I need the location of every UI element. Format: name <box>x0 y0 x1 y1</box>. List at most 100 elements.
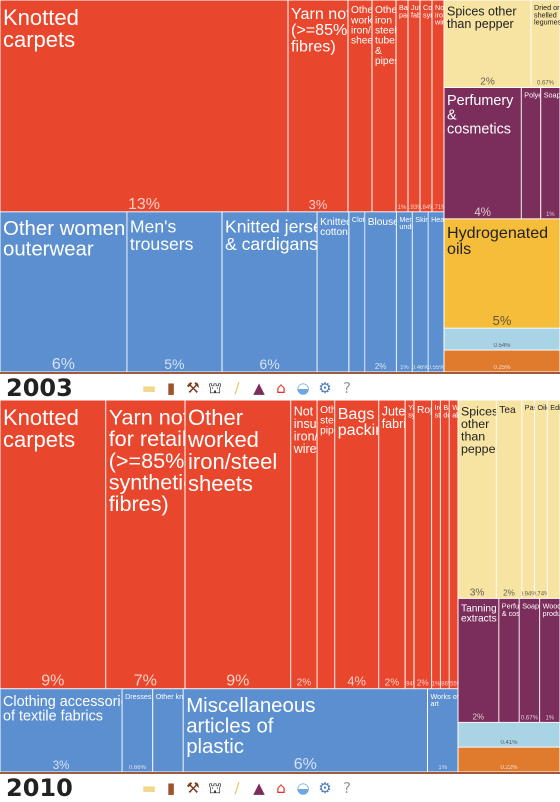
treemap-cell-percent: 2% <box>375 362 387 371</box>
mining-tools-icon[interactable]: ⚒ <box>184 379 202 397</box>
textiles-icon[interactable]: ∕ <box>228 379 246 397</box>
treemap-cell-percent: 0.41% <box>500 740 518 746</box>
treemap-cell-percent: 6% <box>52 356 75 372</box>
oil-derrick-icon[interactable]: ⛫ <box>206 779 224 797</box>
year-label-2003: 2003 <box>6 374 73 402</box>
house-icon[interactable]: ⌂ <box>272 379 290 397</box>
unknown-question-icon[interactable]: ? <box>338 379 356 397</box>
treemap-cell-percent: 4% <box>347 674 366 689</box>
treemap-cell-rect[interactable] <box>335 400 379 689</box>
treemap-cell-rect[interactable] <box>496 400 522 598</box>
animal-products-icon[interactable]: ▬ <box>140 779 158 797</box>
treemap-cell-percent: 13% <box>128 196 160 213</box>
treemap-cell-rect[interactable] <box>396 0 408 212</box>
treemap-cell-percent: 3% <box>470 587 485 598</box>
treemap-cell[interactable]: Woods & resin chemicalproducts1% <box>540 598 560 722</box>
beverages-icon[interactable]: ▮ <box>162 379 180 397</box>
car-icon[interactable]: ◒ <box>294 379 312 397</box>
treemap-cell-label: Soaps <box>544 91 560 100</box>
treemap-cell-rect[interactable] <box>535 400 548 598</box>
treemap-cell-rect[interactable] <box>365 212 397 372</box>
treemap-cell-percent: 9% <box>226 673 249 690</box>
treemap-cell-rect[interactable] <box>440 400 449 689</box>
treemap-cell[interactable]: Edible nuts <box>547 400 560 598</box>
oil-derrick-icon[interactable]: ⛫ <box>206 379 224 397</box>
treemap-cell-percent: 0.46% <box>412 365 430 371</box>
legend-bar-2003: 2003 ▬▮⚒⛫∕▲⌂◒⚙? <box>0 372 560 402</box>
unknown-question-icon[interactable]: ? <box>338 779 356 797</box>
treemap-cell-rect[interactable] <box>428 212 444 372</box>
treemap-cell-rect[interactable] <box>317 400 335 689</box>
animal-products-icon[interactable]: ▬ <box>140 379 158 397</box>
mining-tools-icon[interactable]: ⚒ <box>184 779 202 797</box>
treemap-cell[interactable]: 0.22% <box>458 747 560 772</box>
treemap-cell-rect[interactable] <box>349 212 365 372</box>
treemap-cell-rect[interactable] <box>521 88 540 219</box>
year-label-2010: 2010 <box>6 774 73 802</box>
treemap-cell-rect[interactable] <box>412 212 428 372</box>
machinery-gears-icon[interactable]: ⚙ <box>316 379 334 397</box>
treemap-cell-rect[interactable] <box>547 400 560 598</box>
textiles-icon[interactable]: ∕ <box>228 779 246 797</box>
treemap-cell-percent: 6% <box>259 356 280 372</box>
treemap-cell-label: Woods & resin chemicalproducts <box>543 602 560 618</box>
treemap-cell-rect[interactable] <box>414 400 432 689</box>
treemap-cell[interactable]: 0.25% <box>444 350 560 372</box>
treemap-cell[interactable]: Soaps1% <box>541 88 560 219</box>
treemap-cell-rect[interactable] <box>420 0 432 212</box>
treemap-cell-percent: 0.25% <box>493 365 511 371</box>
machinery-gears-icon[interactable]: ⚙ <box>316 779 334 797</box>
house-icon[interactable]: ⌂ <box>272 779 290 797</box>
treemap-cell-label: Dresses <box>125 692 152 701</box>
treemap-cell-rect[interactable] <box>405 400 414 689</box>
treemap-cell-rect[interactable] <box>519 598 539 722</box>
treemap-cell-rect[interactable] <box>432 0 444 212</box>
treemap-cell[interactable]: 0.54% <box>444 328 560 350</box>
chemicals-flask-icon[interactable]: ▲ <box>250 379 268 397</box>
treemap-cell-rect[interactable] <box>153 689 184 772</box>
chemicals-flask-icon[interactable]: ▲ <box>250 779 268 797</box>
treemap-cell-rect[interactable] <box>522 400 535 598</box>
treemap-cell-label: Tea <box>499 405 516 416</box>
treemap-cell-percent: 9% <box>41 673 64 690</box>
treemap-cell-percent: 1% <box>432 682 441 688</box>
treemap-cell-rect[interactable] <box>379 400 405 689</box>
beverages-icon[interactable]: ▮ <box>162 779 180 797</box>
treemap-cell-rect[interactable] <box>396 212 412 372</box>
treemap-cell-rect[interactable] <box>432 400 441 689</box>
treemap-cell-rect[interactable] <box>122 689 153 772</box>
treemap-cell-rect[interactable] <box>449 400 458 689</box>
treemap-cell[interactable]: Dresses 0.66% <box>122 689 153 772</box>
treemap-cell-rect[interactable] <box>541 88 560 219</box>
car-icon[interactable]: ◒ <box>294 779 312 797</box>
treemap-cell[interactable]: 0.41% <box>458 722 560 747</box>
treemap-cell-percent: 1% <box>400 365 409 371</box>
treemap-cell-rect[interactable] <box>408 0 420 212</box>
treemap-cell-percent: 0.67% <box>537 81 555 87</box>
treemap-cell-percent: 1% <box>398 205 407 211</box>
treemap-cell-percent: 0.66% <box>129 765 147 771</box>
treemap-cell-percent: 0.22% <box>500 765 518 771</box>
